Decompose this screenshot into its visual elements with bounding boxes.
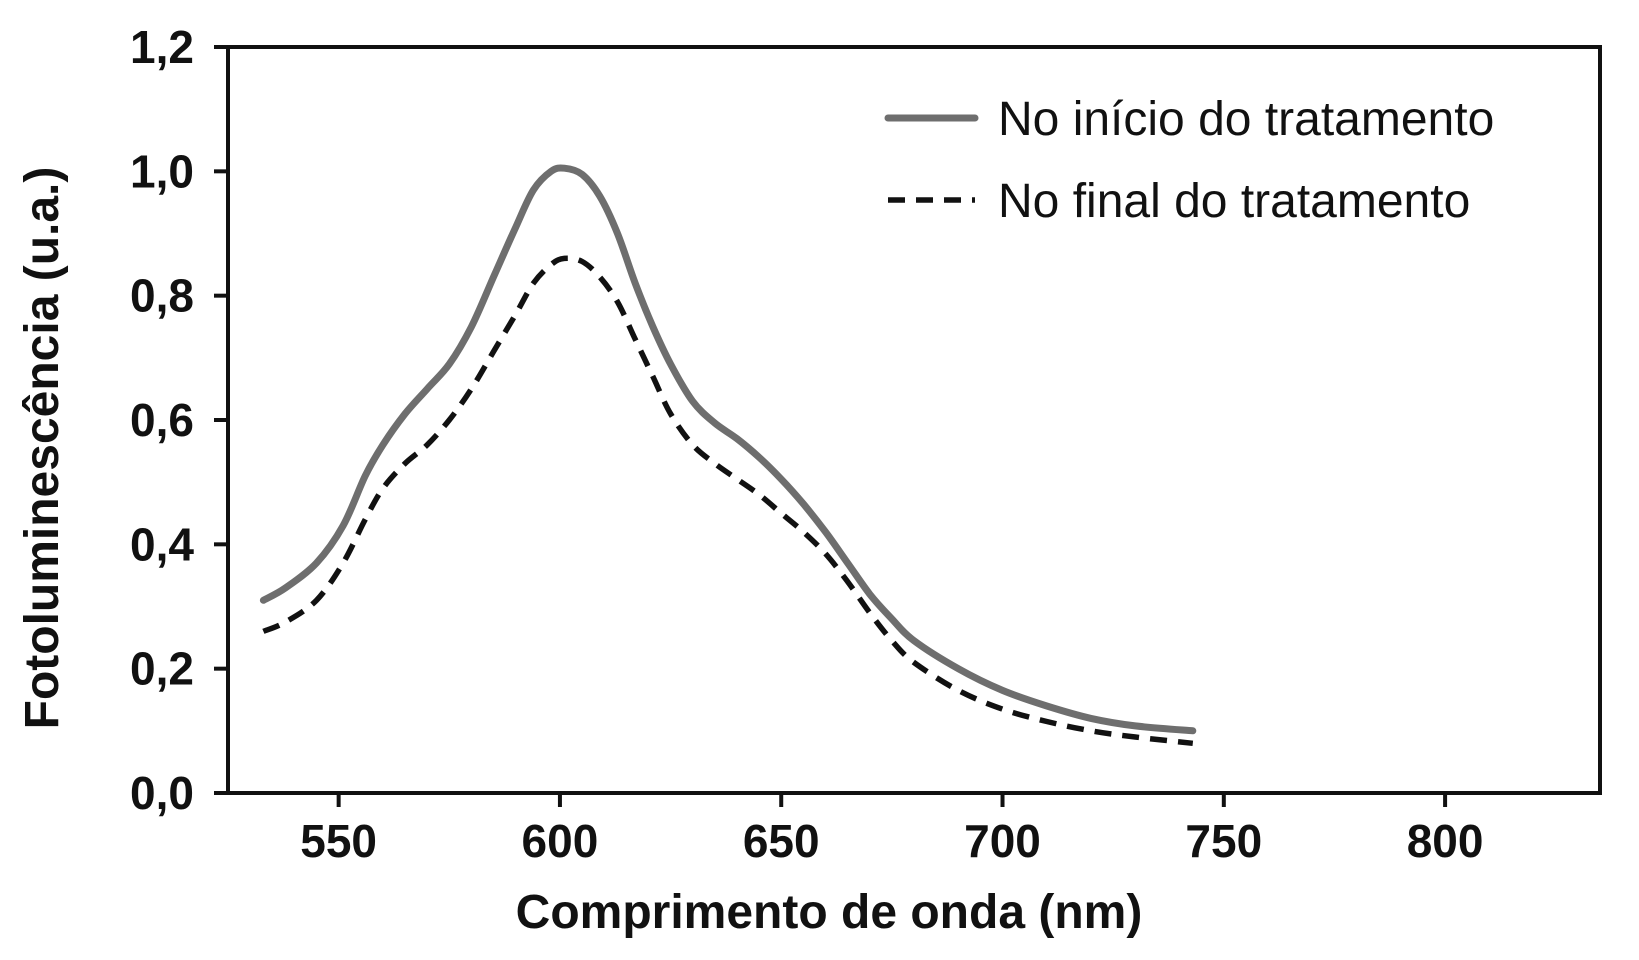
y-axis-title: Fotoluminescência (u.a.)	[16, 167, 69, 730]
x-tick-label: 600	[522, 815, 599, 867]
x-tick-label: 550	[300, 815, 377, 867]
series-line-final	[262, 255, 1194, 747]
y-tick-label: 1,0	[130, 145, 194, 197]
y-tick-label: 0,6	[130, 394, 194, 446]
legend: No início do tratamento No final do trata…	[884, 93, 1494, 228]
y-tick-label: 1,2	[130, 21, 194, 73]
y-tick-label: 0,2	[130, 643, 194, 695]
x-axis: 550 600 650 700 750 800	[300, 793, 1483, 867]
y-axis: 0,0 0,2 0,4 0,6 0,8 1,0 1,2	[130, 21, 228, 819]
x-tick-label: 750	[1185, 815, 1262, 867]
legend-label: No início do tratamento	[998, 93, 1494, 146]
x-tick-label: 800	[1407, 815, 1484, 867]
series-layer	[259, 164, 1197, 747]
x-tick-label: 650	[743, 815, 820, 867]
y-tick-label: 0,4	[130, 518, 194, 570]
legend-label: No final do tratamento	[998, 175, 1470, 228]
series-line-inicio	[259, 164, 1197, 735]
x-tick-label: 700	[964, 815, 1041, 867]
y-tick-label: 0,0	[130, 767, 194, 819]
x-axis-title: Comprimento de onda (nm)	[516, 886, 1143, 939]
y-tick-label: 0,8	[130, 270, 194, 322]
